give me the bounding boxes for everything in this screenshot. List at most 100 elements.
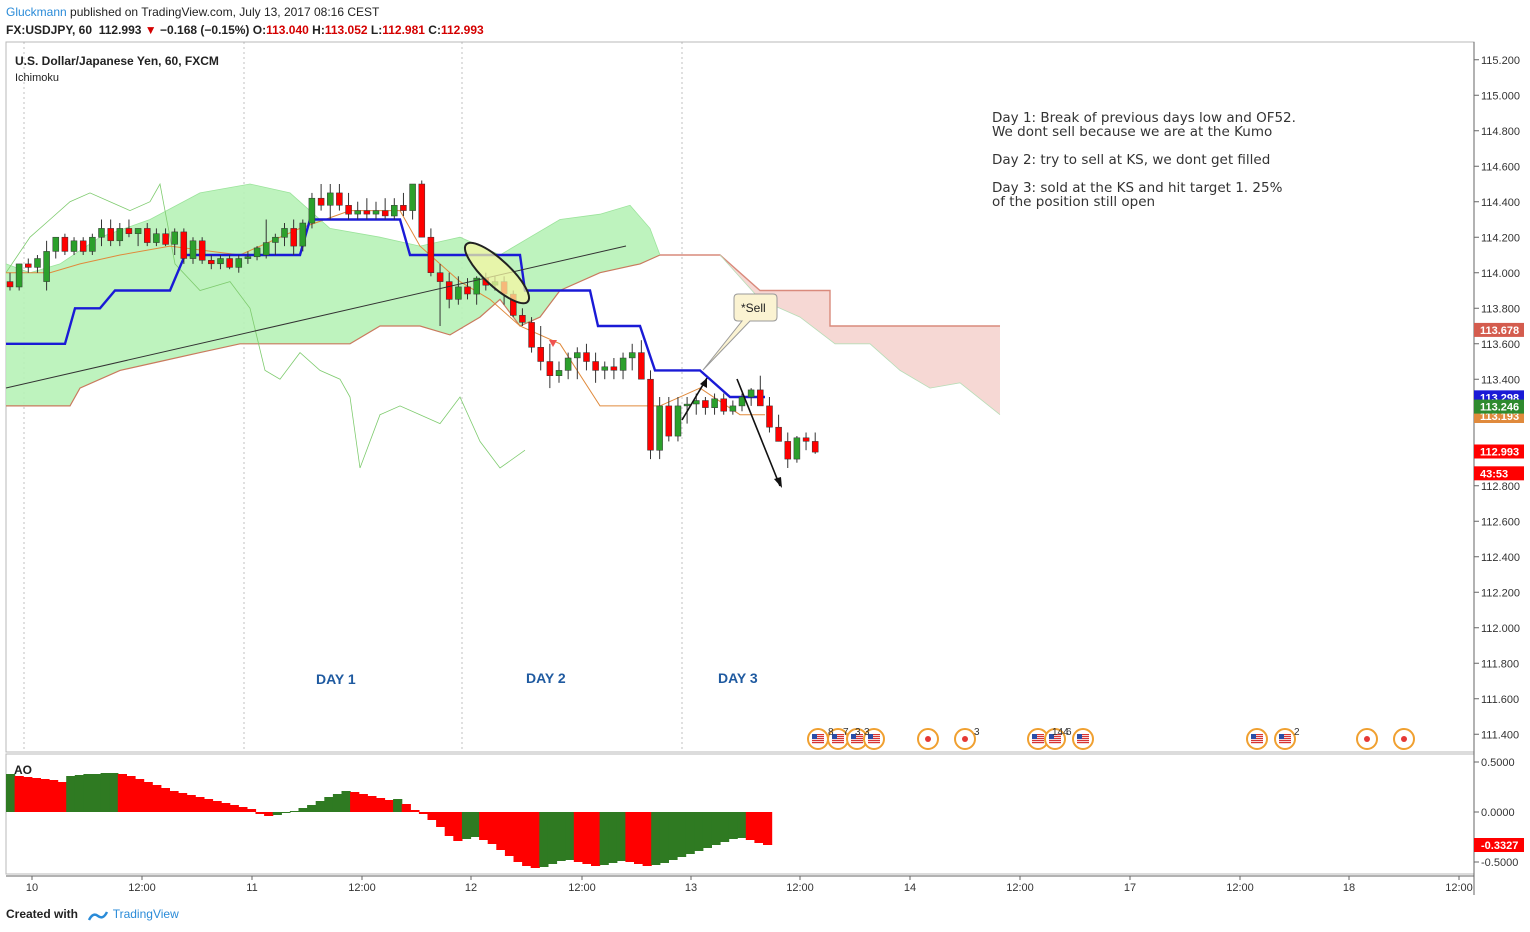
us-flag-icon[interactable] — [1044, 728, 1066, 750]
candle — [79, 237, 87, 255]
flag-stripe — [851, 738, 863, 740]
candle — [793, 436, 801, 463]
candle — [665, 397, 673, 442]
us-flag-icon[interactable] — [863, 728, 885, 750]
signal-marker-icon — [549, 340, 557, 347]
candle — [766, 397, 773, 433]
candle-body — [208, 260, 215, 265]
candle — [811, 432, 819, 454]
flag-stripe — [812, 736, 824, 738]
ao-bar — [178, 793, 188, 812]
candle — [89, 233, 96, 255]
candle — [153, 228, 160, 247]
x-tick-label: 13 — [685, 882, 697, 894]
x-tick-label: 12:00 — [128, 882, 156, 894]
ao-last-value: -0.3327 — [1481, 840, 1518, 852]
candle-body — [226, 258, 233, 268]
ao-bar — [143, 782, 153, 812]
candle-body — [574, 352, 581, 359]
ao-histogram — [6, 773, 773, 868]
candle-body — [43, 251, 50, 282]
close-label: C: — [428, 23, 441, 37]
flag-canton — [1032, 734, 1037, 739]
trend-line[interactable] — [5, 245, 627, 389]
ao-bar — [384, 800, 394, 812]
flag-canton — [851, 734, 856, 739]
price-badge-label: 112.993 — [1480, 446, 1519, 458]
ao-bar — [186, 795, 196, 812]
candle — [134, 228, 142, 247]
author-link[interactable]: Gluckmann — [6, 5, 67, 19]
flag-stripe — [868, 742, 880, 744]
event-dot-icon[interactable] — [917, 728, 939, 750]
candle-body — [327, 192, 334, 206]
candle — [720, 393, 727, 415]
y-tick-label: 112.200 — [1481, 587, 1520, 599]
ao-bar — [608, 812, 618, 863]
price-badge: 43:53 — [1474, 466, 1524, 481]
ao-bar — [126, 776, 136, 812]
candle-body — [372, 210, 380, 215]
ao-bar — [728, 812, 738, 839]
us-flag-icon[interactable] — [1246, 728, 1268, 750]
candle-body — [747, 389, 755, 398]
candle-body — [272, 236, 279, 243]
event-dot-icon[interactable] — [1393, 728, 1415, 750]
candle — [619, 352, 627, 380]
x-tick-label: 12 — [465, 882, 477, 894]
flag-stripe — [1077, 734, 1089, 736]
flag-stripe — [1077, 736, 1089, 738]
x-tick-label: 10 — [26, 882, 38, 894]
highlight-ellipse[interactable] — [457, 235, 536, 311]
price-change: −0.168 (−0.15%) — [160, 23, 250, 37]
us-flag-icon[interactable] — [1072, 728, 1094, 750]
ao-bar — [358, 794, 368, 812]
sell-callout[interactable]: *Sell — [702, 293, 778, 371]
candle-body — [811, 441, 819, 453]
candle — [272, 233, 279, 255]
ao-bar — [246, 809, 257, 812]
candle — [436, 263, 444, 326]
day-labels: DAY 1 DAY 2 DAY 3 — [316, 670, 758, 687]
candle-body — [381, 210, 389, 217]
flag-canton — [1279, 734, 1284, 739]
ao-bar — [504, 812, 515, 856]
us-flag-icon[interactable] — [1274, 728, 1296, 750]
y-tick-label: 115.200 — [1481, 55, 1520, 67]
flag-stripe — [832, 742, 844, 744]
flag-stripe — [1279, 740, 1291, 742]
candle-body — [647, 378, 654, 451]
candle-body — [290, 228, 297, 247]
event-dot-icon[interactable] — [954, 728, 976, 750]
y-tick-label: 113.800 — [1481, 303, 1520, 315]
low-label: L: — [370, 23, 383, 37]
candle — [235, 255, 243, 273]
tradingview-link[interactable]: TradingView — [112, 907, 179, 921]
ao-label: AO — [14, 763, 32, 777]
ao-bar — [238, 807, 248, 812]
us-flag-icon[interactable] — [1027, 728, 1049, 750]
sell-label: *Sell — [741, 301, 766, 315]
ao-bar — [393, 799, 403, 812]
candle-body — [354, 210, 361, 215]
flag-stripe — [812, 742, 824, 744]
candle — [70, 237, 78, 255]
ao-last-badge-bg — [1474, 838, 1524, 852]
us-flag-icon[interactable] — [807, 728, 829, 750]
chikou-line — [5, 182, 526, 469]
event-dot-icon[interactable] — [1356, 728, 1378, 750]
note-day1-line2: We dont sell because we are at the Kumo — [992, 124, 1272, 140]
candle — [171, 228, 178, 255]
price-badge: 113.246 — [1474, 399, 1524, 414]
candle — [61, 233, 69, 255]
candle-body — [436, 272, 444, 282]
ao-bar — [453, 812, 463, 841]
candle-body — [34, 258, 41, 268]
event-dot — [1364, 736, 1370, 742]
ao-bar — [66, 776, 76, 812]
ao-bar — [634, 812, 644, 864]
ao-bar — [479, 812, 489, 840]
candle — [217, 255, 224, 270]
